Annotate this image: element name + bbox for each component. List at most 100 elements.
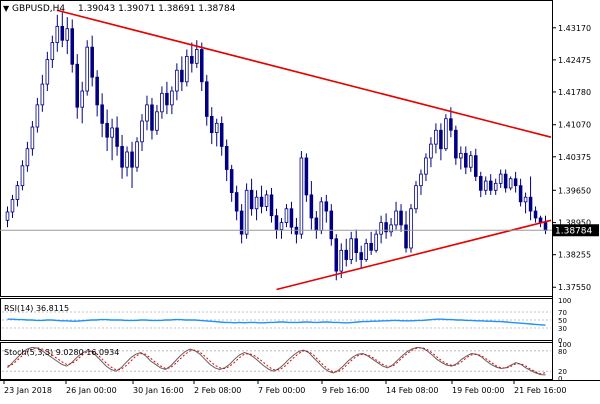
candle-body bbox=[10, 199, 15, 213]
stoch-level-label: 0 bbox=[558, 375, 562, 383]
last-price-box: 1.38784 bbox=[553, 224, 599, 237]
candle-body bbox=[110, 127, 114, 138]
header-ohlc: 1.39043 1.39071 1.38691 1.38784 bbox=[78, 4, 236, 14]
candle bbox=[369, 231, 373, 255]
candle-body bbox=[274, 215, 279, 230]
candle bbox=[439, 123, 443, 161]
candle bbox=[15, 181, 20, 207]
time-tick-label: 7 Feb 00:00 bbox=[258, 386, 305, 395]
price-tick-label: 1.37550 bbox=[558, 283, 591, 292]
trendlines bbox=[56, 9, 552, 291]
candle bbox=[55, 14, 60, 52]
candle-body bbox=[324, 201, 329, 212]
candle-body bbox=[239, 210, 244, 235]
candle-body bbox=[190, 55, 194, 64]
candle bbox=[344, 238, 349, 267]
candle-body bbox=[80, 90, 84, 108]
candle-body bbox=[429, 143, 433, 159]
candle bbox=[185, 49, 189, 87]
time-tick-label: 30 Jan 16:00 bbox=[133, 386, 184, 395]
time-tick-label: 26 Jan 00:00 bbox=[66, 386, 117, 395]
candle bbox=[239, 204, 244, 244]
candle-body bbox=[224, 146, 229, 170]
rsi-label: RSI(14) 36.8115 bbox=[4, 304, 69, 313]
candle bbox=[155, 104, 159, 135]
candle bbox=[483, 176, 488, 195]
candle-body bbox=[65, 28, 70, 41]
candle bbox=[394, 201, 398, 230]
candle-body bbox=[493, 182, 498, 191]
candle bbox=[60, 12, 65, 48]
candle-body bbox=[200, 49, 204, 83]
candle-body bbox=[409, 208, 413, 249]
candle-body bbox=[264, 194, 269, 207]
candle-body bbox=[90, 46, 94, 78]
candle bbox=[459, 146, 463, 170]
stoch-level-label: 80 bbox=[558, 348, 567, 356]
candle-body bbox=[349, 238, 353, 260]
candle-body bbox=[464, 152, 468, 168]
candle-body bbox=[115, 127, 119, 147]
candle-body bbox=[130, 151, 134, 168]
candle bbox=[299, 151, 304, 239]
price-tick-label: 1.41780 bbox=[558, 88, 591, 97]
candle bbox=[180, 56, 184, 92]
time-tick-label: 14 Feb 08:00 bbox=[386, 386, 438, 395]
candle bbox=[20, 160, 25, 191]
candle-body bbox=[35, 104, 40, 128]
candle-body bbox=[170, 90, 174, 106]
candle-body bbox=[155, 111, 159, 131]
candle-body bbox=[244, 189, 249, 235]
candle-body bbox=[304, 157, 309, 196]
candle bbox=[389, 217, 393, 237]
candle-body bbox=[528, 196, 533, 212]
candle-body bbox=[50, 42, 55, 61]
candle bbox=[384, 213, 388, 239]
rsi-series bbox=[7, 318, 546, 326]
candle bbox=[478, 171, 483, 198]
candle bbox=[274, 208, 279, 239]
candle bbox=[498, 169, 503, 188]
candle-body bbox=[95, 76, 99, 106]
candle-body bbox=[180, 69, 184, 83]
candle bbox=[324, 194, 329, 223]
candle bbox=[444, 114, 448, 152]
candle-body bbox=[459, 152, 463, 159]
candle bbox=[304, 153, 309, 202]
candle-body bbox=[5, 211, 10, 221]
candle bbox=[204, 74, 209, 126]
candle bbox=[264, 190, 269, 212]
candle-body bbox=[424, 157, 428, 175]
candle-body bbox=[219, 122, 224, 147]
candle-body bbox=[195, 49, 199, 64]
candle bbox=[175, 63, 179, 101]
candle-body bbox=[419, 173, 423, 187]
candle-body bbox=[125, 151, 129, 168]
last-price-label: 1.38784 bbox=[555, 226, 592, 236]
price-tick-label: 1.40375 bbox=[558, 153, 591, 162]
candle-body bbox=[379, 222, 383, 235]
candle bbox=[508, 176, 513, 191]
candle bbox=[80, 81, 84, 124]
candle bbox=[209, 107, 214, 145]
candle bbox=[115, 116, 119, 156]
candle bbox=[254, 190, 259, 221]
candle-body bbox=[364, 242, 368, 260]
candle bbox=[45, 51, 50, 92]
candle bbox=[249, 178, 254, 216]
candle-body bbox=[523, 196, 528, 203]
candle bbox=[95, 70, 99, 117]
candle-body bbox=[289, 208, 294, 228]
candle-body bbox=[30, 126, 35, 150]
candle bbox=[473, 148, 478, 182]
candle-body bbox=[85, 46, 89, 92]
price-tick-label: 1.38950 bbox=[558, 219, 591, 228]
candle bbox=[409, 204, 413, 253]
candle bbox=[414, 181, 418, 214]
candle-body bbox=[329, 210, 334, 240]
rsi-panel-frame bbox=[0, 298, 553, 341]
candle bbox=[200, 42, 204, 92]
candle bbox=[50, 35, 55, 68]
trendline bbox=[56, 9, 552, 138]
